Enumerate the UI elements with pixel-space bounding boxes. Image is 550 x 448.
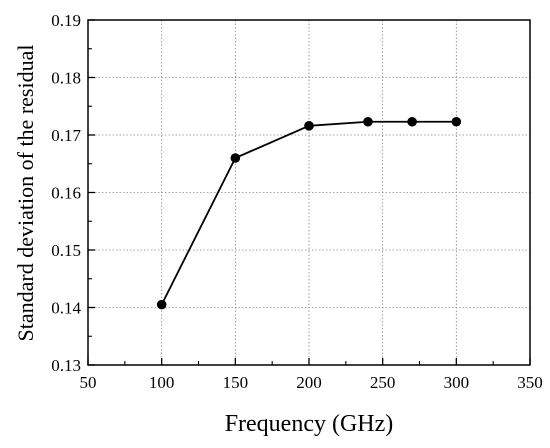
x-axis-title: Frequency (GHz) bbox=[225, 411, 394, 437]
y-axis-title: Standard deviation of the residual bbox=[13, 45, 38, 342]
y-tick-label: 0.19 bbox=[51, 11, 81, 30]
data-point bbox=[451, 116, 462, 127]
x-tick-label: 350 bbox=[517, 373, 543, 392]
data-point bbox=[304, 121, 314, 131]
x-tick-label: 100 bbox=[149, 373, 175, 392]
grid bbox=[88, 20, 530, 365]
y-tick-label: 0.16 bbox=[51, 184, 81, 203]
y-tick-label: 0.13 bbox=[51, 356, 81, 375]
minor-ticks bbox=[88, 48, 494, 365]
x-tick-labels: 50 100 150 200 250 300 350 bbox=[80, 373, 543, 392]
y-tick-label: 0.15 bbox=[51, 241, 81, 260]
series-line bbox=[160, 120, 457, 306]
data-point bbox=[156, 299, 167, 310]
x-tick-label: 50 bbox=[80, 373, 97, 392]
y-tick-label: 0.14 bbox=[51, 299, 81, 318]
y-tick-label: 0.18 bbox=[51, 69, 81, 88]
series-layer bbox=[156, 116, 462, 310]
data-point bbox=[363, 116, 373, 127]
plot-frame bbox=[87, 19, 531, 366]
x-tick-label: 200 bbox=[296, 373, 322, 392]
x-tick-label: 250 bbox=[370, 373, 396, 392]
data-point bbox=[230, 153, 241, 163]
data-point bbox=[407, 116, 417, 127]
x-tick-label: 150 bbox=[223, 373, 249, 392]
x-tick-label: 300 bbox=[444, 373, 470, 392]
y-tick-labels: 0.13 0.14 0.15 0.16 0.17 0.18 0.19 bbox=[51, 11, 81, 375]
y-tick-label: 0.17 bbox=[51, 126, 81, 145]
